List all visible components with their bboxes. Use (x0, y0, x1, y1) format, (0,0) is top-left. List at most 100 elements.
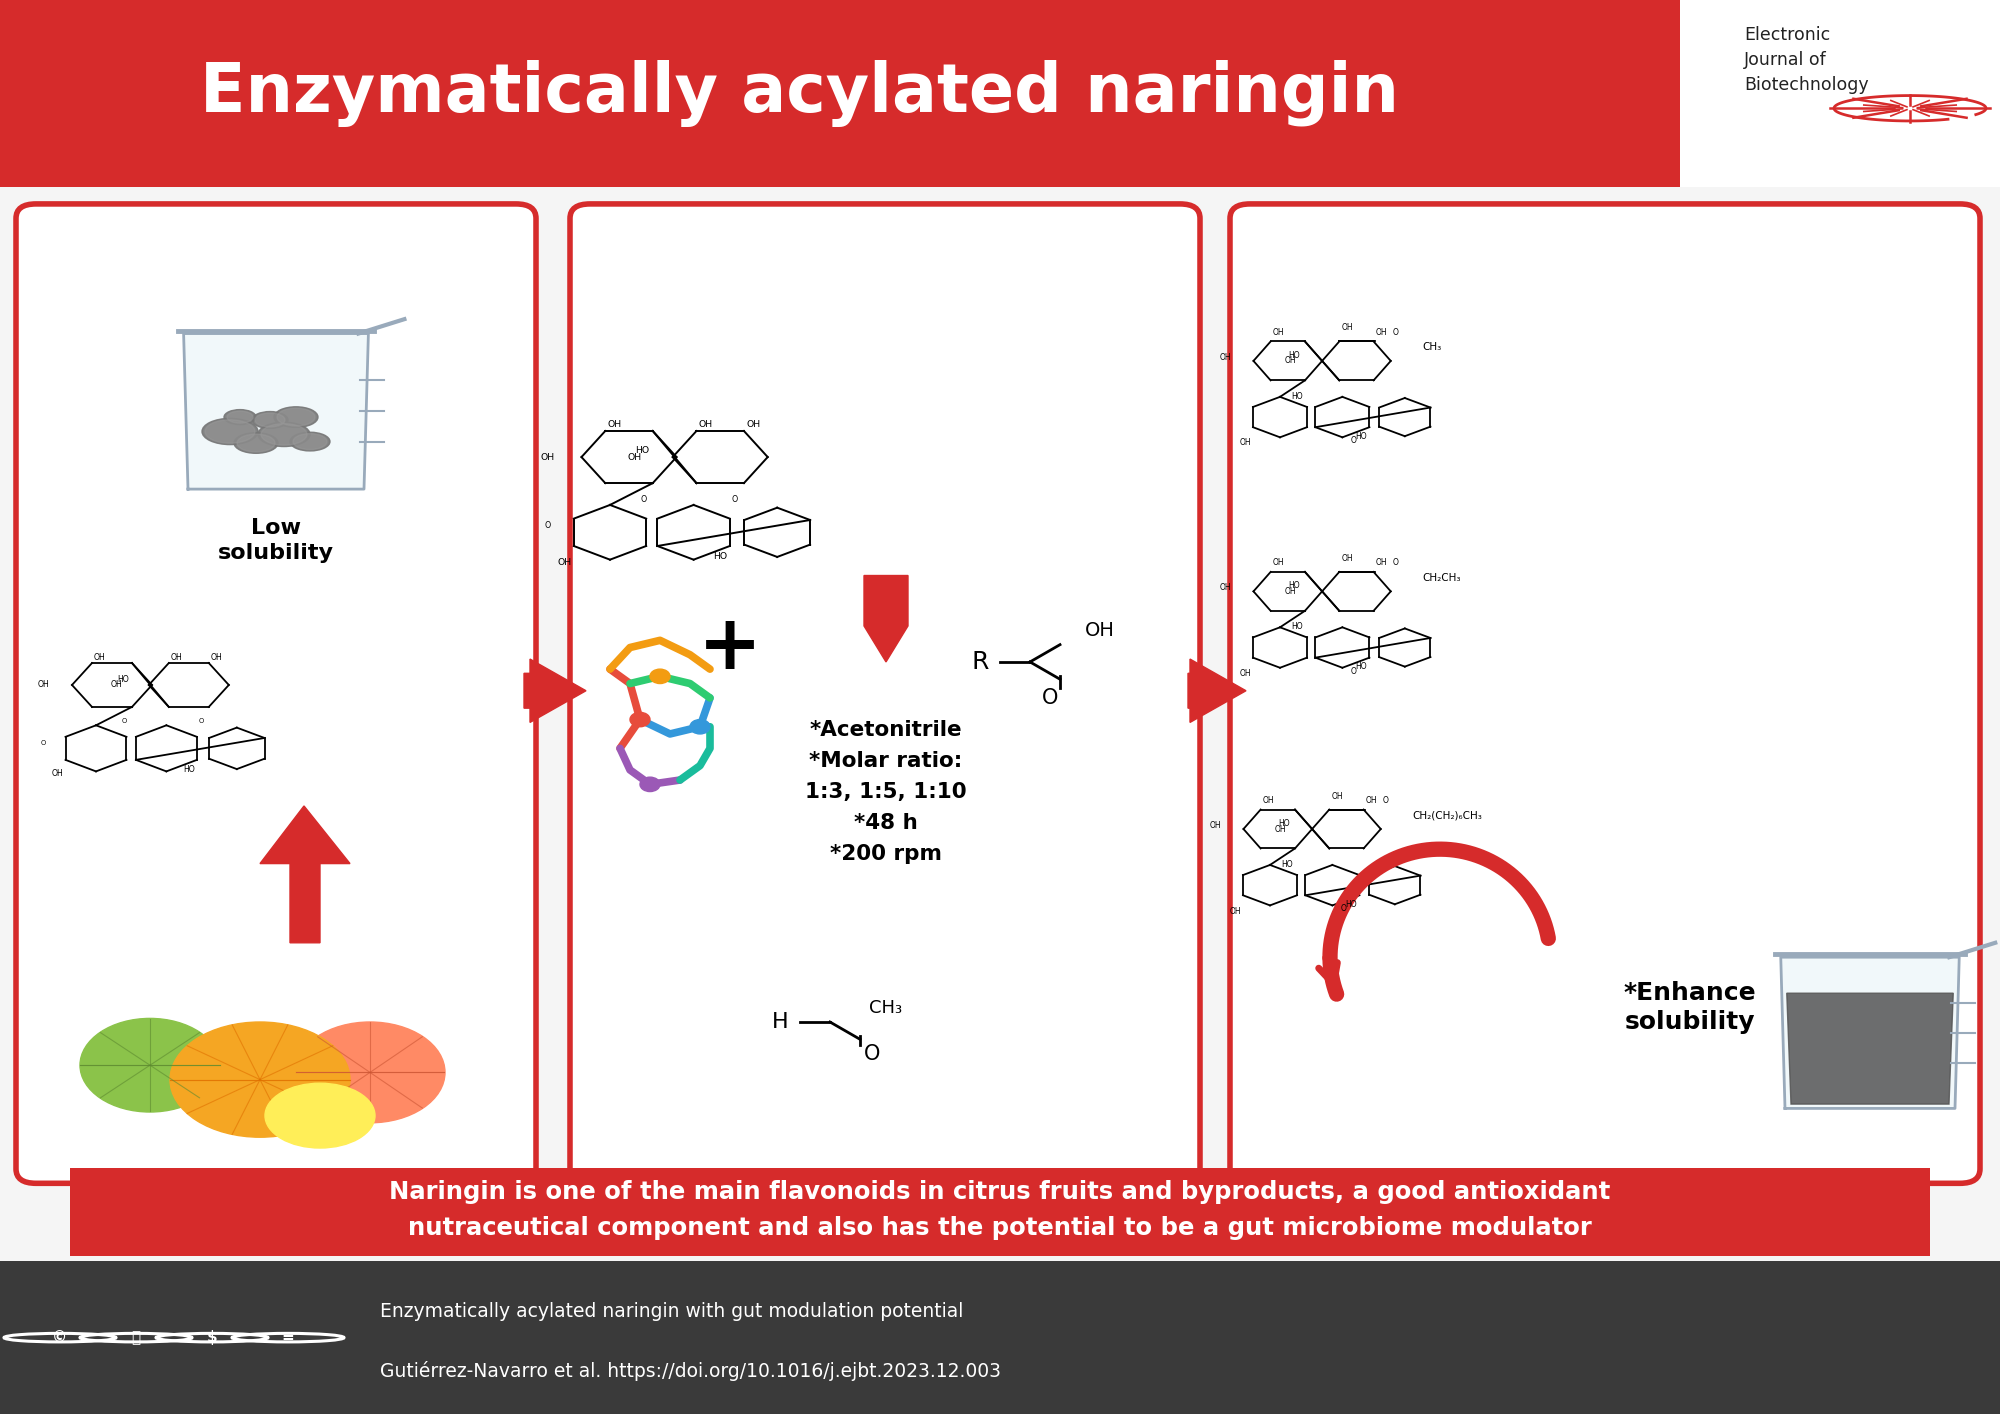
Text: O: O (122, 718, 126, 724)
Text: O: O (198, 718, 204, 724)
FancyBboxPatch shape (16, 204, 536, 1184)
Text: HO: HO (636, 445, 650, 455)
Text: Naringin is one of the main flavonoids in citrus fruits and byproducts, a good a: Naringin is one of the main flavonoids i… (390, 1179, 1610, 1240)
Text: R: R (972, 650, 988, 674)
Text: HO: HO (118, 674, 130, 684)
Text: OH: OH (38, 680, 50, 690)
Text: OH: OH (1240, 438, 1250, 447)
Text: HO: HO (1282, 860, 1292, 868)
Text: HO: HO (714, 553, 728, 561)
Text: Enzymatically acylated naringin: Enzymatically acylated naringin (200, 59, 1400, 127)
Ellipse shape (256, 413, 286, 427)
Text: OH: OH (1240, 669, 1250, 677)
Text: OH: OH (746, 420, 760, 428)
FancyBboxPatch shape (1680, 0, 2000, 187)
Ellipse shape (206, 420, 256, 443)
Text: HO: HO (1346, 899, 1356, 909)
Text: OH: OH (540, 452, 554, 461)
Ellipse shape (264, 1083, 376, 1148)
Text: OH: OH (1262, 796, 1274, 805)
Ellipse shape (290, 433, 330, 451)
Text: OH: OH (628, 452, 642, 461)
Ellipse shape (258, 423, 310, 447)
Polygon shape (1780, 957, 1960, 1109)
Text: OH: OH (1220, 584, 1232, 592)
Ellipse shape (260, 424, 308, 445)
Text: OH: OH (210, 653, 222, 662)
Circle shape (640, 778, 660, 792)
Text: OH: OH (1332, 792, 1342, 800)
Text: HO: HO (1356, 431, 1366, 441)
Ellipse shape (274, 407, 318, 427)
Text: O: O (1042, 689, 1058, 708)
Text: HO: HO (182, 765, 194, 773)
Text: OH: OH (1286, 356, 1296, 365)
Text: Enzymatically acylated naringin with gut modulation potential: Enzymatically acylated naringin with gut… (380, 1302, 964, 1321)
Ellipse shape (296, 1022, 444, 1123)
Text: HO: HO (1288, 581, 1300, 590)
Text: OH: OH (1276, 824, 1286, 833)
FancyBboxPatch shape (0, 0, 2000, 187)
Text: $: $ (206, 1331, 218, 1345)
Polygon shape (260, 806, 350, 943)
Text: CH₃: CH₃ (1422, 342, 1442, 352)
Text: O: O (40, 740, 46, 745)
Text: HO: HO (1356, 662, 1366, 672)
FancyBboxPatch shape (1230, 204, 1980, 1184)
Ellipse shape (234, 433, 278, 454)
Text: CH₃: CH₃ (870, 998, 902, 1017)
Text: HO: HO (1278, 819, 1290, 827)
Polygon shape (524, 659, 586, 723)
Text: HO: HO (1292, 622, 1302, 631)
Text: OH: OH (558, 559, 572, 567)
Ellipse shape (228, 411, 252, 423)
Ellipse shape (202, 419, 258, 444)
FancyBboxPatch shape (570, 204, 1200, 1184)
Text: OH: OH (1286, 587, 1296, 595)
Text: OH: OH (1376, 328, 1388, 337)
Text: H: H (772, 1012, 788, 1032)
Text: O: O (1392, 328, 1398, 337)
Polygon shape (864, 575, 908, 662)
Text: OH: OH (52, 769, 64, 778)
Ellipse shape (238, 434, 276, 452)
Text: OH: OH (1342, 324, 1352, 332)
Text: CH₂CH₃: CH₂CH₃ (1422, 573, 1460, 583)
Text: O: O (1350, 666, 1356, 676)
Text: OH: OH (170, 653, 182, 662)
Text: OH: OH (110, 680, 122, 690)
Text: O: O (864, 1044, 880, 1063)
Text: +: + (698, 611, 762, 684)
Text: O: O (1340, 905, 1346, 913)
Text: ©: © (52, 1331, 68, 1345)
Text: HO: HO (1288, 351, 1300, 359)
Text: OH: OH (1230, 906, 1240, 915)
FancyBboxPatch shape (0, 1261, 2000, 1414)
Ellipse shape (224, 410, 256, 424)
Text: O: O (1392, 559, 1398, 567)
Circle shape (630, 713, 650, 727)
Text: OH: OH (1376, 559, 1388, 567)
Text: O: O (1350, 436, 1356, 445)
Text: OH: OH (1272, 559, 1284, 567)
Text: OH: OH (698, 420, 714, 428)
Text: ⓘ: ⓘ (132, 1331, 140, 1345)
Ellipse shape (80, 1018, 220, 1111)
Text: O: O (640, 495, 646, 503)
Polygon shape (1786, 993, 1954, 1104)
Text: OH: OH (94, 653, 106, 662)
Polygon shape (184, 334, 368, 489)
Ellipse shape (170, 1022, 350, 1137)
Text: OH: OH (1272, 328, 1284, 337)
Text: OH: OH (1220, 354, 1232, 362)
Text: HO: HO (1292, 392, 1302, 400)
Polygon shape (1188, 659, 1246, 723)
Text: O: O (1382, 796, 1388, 805)
Text: CH₂(CH₂)₆CH₃: CH₂(CH₂)₆CH₃ (1412, 810, 1482, 820)
Text: O: O (544, 520, 550, 530)
Text: OH: OH (1210, 822, 1222, 830)
Text: OH: OH (1342, 554, 1352, 563)
Text: Gutiérrez-Navarro et al. https://doi.org/10.1016/j.ejbt.2023.12.003: Gutiérrez-Navarro et al. https://doi.org… (380, 1362, 1002, 1381)
Text: OH: OH (1366, 796, 1378, 805)
Circle shape (690, 720, 710, 734)
